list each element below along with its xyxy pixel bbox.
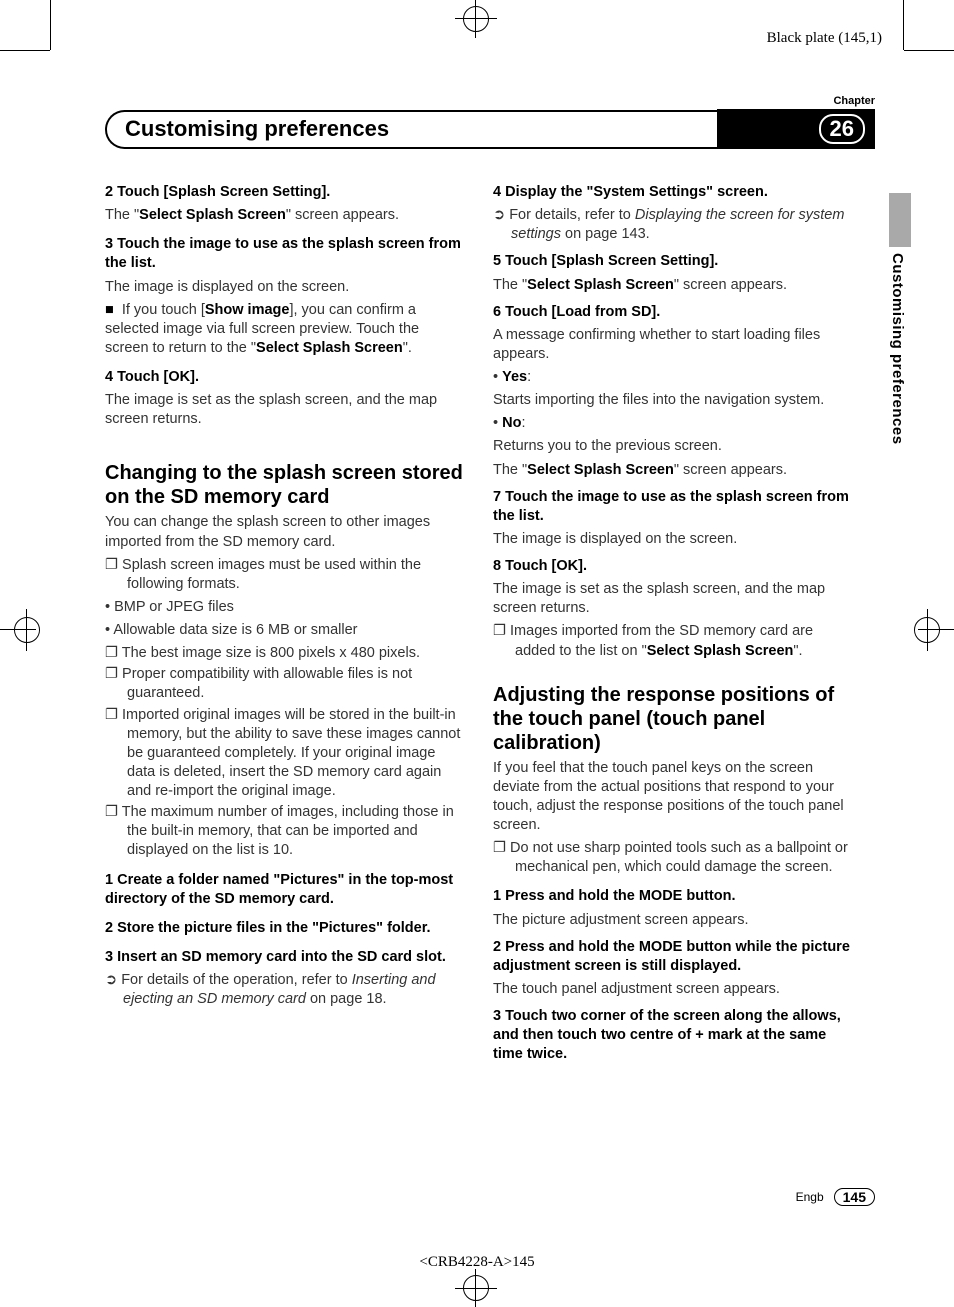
crop-mark [903, 0, 904, 50]
text: on page 18. [306, 991, 387, 1007]
step-heading: 8 Touch [OK]. [493, 558, 587, 574]
registration-mark [475, 1269, 476, 1307]
sub-bullet: Allowable data size is 6 MB or smaller [105, 621, 465, 640]
text: " screen appears. [674, 277, 787, 293]
registration-mark [26, 609, 27, 651]
note-item: Proper compatibility with allowable file… [105, 665, 465, 703]
text: The " [105, 207, 139, 223]
left-column: 2 Touch [Splash Screen Setting]. The "Se… [105, 183, 465, 1068]
text: The " [493, 277, 527, 293]
text-bold: Show image [205, 302, 290, 318]
side-tab: Customising preferences [889, 193, 911, 445]
step-heading: 4 Display the "System Settings" screen. [493, 184, 768, 200]
registration-mark [14, 617, 40, 643]
body-text: The image is displayed on the screen. [105, 278, 465, 297]
text-bold: Select Splash Screen [256, 340, 403, 356]
crop-mark [904, 50, 954, 51]
note-item: The best image size is 800 pixels x 480 … [105, 644, 465, 663]
step-heading: 1 Create a folder named "Pictures" in th… [105, 872, 453, 907]
text: " screen appears. [674, 462, 787, 478]
section-heading: Changing to the splash screen stored on … [105, 461, 465, 509]
text: " screen appears. [286, 207, 399, 223]
step-heading: 2 Touch [Splash Screen Setting]. [105, 184, 330, 200]
step-heading: 6 Touch [Load from SD]. [493, 304, 660, 320]
text: For details, refer to [509, 207, 635, 223]
note-item: Do not use sharp pointed tools such as a… [493, 839, 853, 877]
chapter-badge: 26 [717, 109, 875, 149]
body-text: The picture adjustment screen appears. [493, 911, 853, 930]
note-list: Do not use sharp pointed tools such as a… [493, 839, 853, 877]
note-item: Imported original images will be stored … [105, 706, 465, 802]
step-heading: 5 Touch [Splash Screen Setting]. [493, 253, 718, 269]
side-tab-marker [889, 193, 911, 247]
option-item: Yes: [493, 368, 853, 387]
step-heading: 3 Insert an SD memory card into the SD c… [105, 949, 446, 965]
document-id: <CRB4228-A>145 [0, 1254, 954, 1271]
note-list: Splash screen images must be used within… [105, 556, 465, 594]
reference-text: For details of the operation, refer to I… [105, 971, 465, 1009]
text: ". [793, 643, 802, 659]
body-text: The image is set as the splash screen, a… [105, 391, 465, 429]
text-bold: Yes [502, 369, 527, 385]
option-desc: Starts importing the files into the navi… [493, 391, 853, 410]
note-item: The maximum number of images, including … [105, 803, 465, 860]
title-row: Customising preferences 26 [105, 109, 875, 149]
text: For details of the operation, refer to [121, 972, 352, 988]
body-text: If you feel that the touch panel keys on… [493, 759, 853, 836]
page-title: Customising preferences [105, 110, 717, 149]
chapter-label: Chapter [105, 95, 875, 107]
text-bold: Select Splash Screen [647, 643, 794, 659]
text: on page 143. [561, 226, 650, 242]
page-content: Chapter Customising preferences 26 Custo… [105, 95, 875, 1068]
crop-mark [50, 0, 51, 50]
registration-mark [455, 18, 497, 19]
text-bold: Select Splash Screen [527, 277, 674, 293]
tip-text: ■ If you touch [Show image], you can con… [105, 301, 465, 358]
body-text: The image is displayed on the screen. [493, 530, 853, 549]
option-desc: Returns you to the previous screen. [493, 437, 853, 456]
step-heading: 4 Touch [OK]. [105, 369, 199, 385]
crop-mark [0, 50, 50, 51]
step-heading: 3 Touch two corner of the screen along t… [493, 1008, 841, 1062]
body-text: A message confirming whether to start lo… [493, 326, 853, 364]
lang-code: Engb [796, 1190, 824, 1204]
text-bold: Select Splash Screen [527, 462, 674, 478]
page-number: 145 [834, 1188, 875, 1206]
page-footer: Engb 145 [105, 1188, 875, 1206]
sub-bullet: BMP or JPEG files [105, 598, 465, 617]
registration-mark [463, 6, 489, 32]
text: The " [493, 462, 527, 478]
right-column: 4 Display the "System Settings" screen. … [493, 183, 853, 1068]
black-plate-label: Black plate (145,1) [767, 30, 882, 47]
note-item: Splash screen images must be used within… [105, 556, 465, 594]
reference-text: For details, refer to Displaying the scr… [493, 206, 853, 244]
section-heading: Adjusting the response positions of the … [493, 683, 853, 755]
text-bold: Select Splash Screen [139, 207, 286, 223]
registration-mark [455, 1288, 497, 1289]
body-text: The touch panel adjustment screen appear… [493, 980, 853, 999]
side-tab-text: Customising preferences [889, 253, 906, 445]
text-bold: No [502, 415, 521, 431]
body-text: The "Select Splash Screen" screen appear… [493, 276, 853, 295]
body-text: The "Select Splash Screen" screen appear… [105, 206, 465, 225]
note-list: The best image size is 800 pixels x 480 … [105, 644, 465, 860]
step-heading: 3 Touch the image to use as the splash s… [105, 236, 461, 271]
registration-mark [475, 0, 476, 38]
body-text: The image is set as the splash screen, a… [493, 580, 853, 618]
text: ". [403, 340, 412, 356]
note-list: Images imported from the SD memory card … [493, 622, 853, 660]
step-heading: 1 Press and hold the MODE button. [493, 888, 736, 904]
note-item: Images imported from the SD memory card … [493, 622, 853, 660]
body-text: You can change the splash screen to othe… [105, 513, 465, 551]
body-text: The "Select Splash Screen" screen appear… [493, 461, 853, 480]
text: If you touch [ [122, 302, 205, 318]
registration-mark [927, 609, 928, 651]
chapter-number: 26 [819, 114, 865, 144]
step-heading: 2 Store the picture files in the "Pictur… [105, 920, 431, 936]
step-heading: 7 Touch the image to use as the splash s… [493, 489, 849, 524]
option-item: No: [493, 414, 853, 433]
step-heading: 2 Press and hold the MODE button while t… [493, 939, 850, 974]
